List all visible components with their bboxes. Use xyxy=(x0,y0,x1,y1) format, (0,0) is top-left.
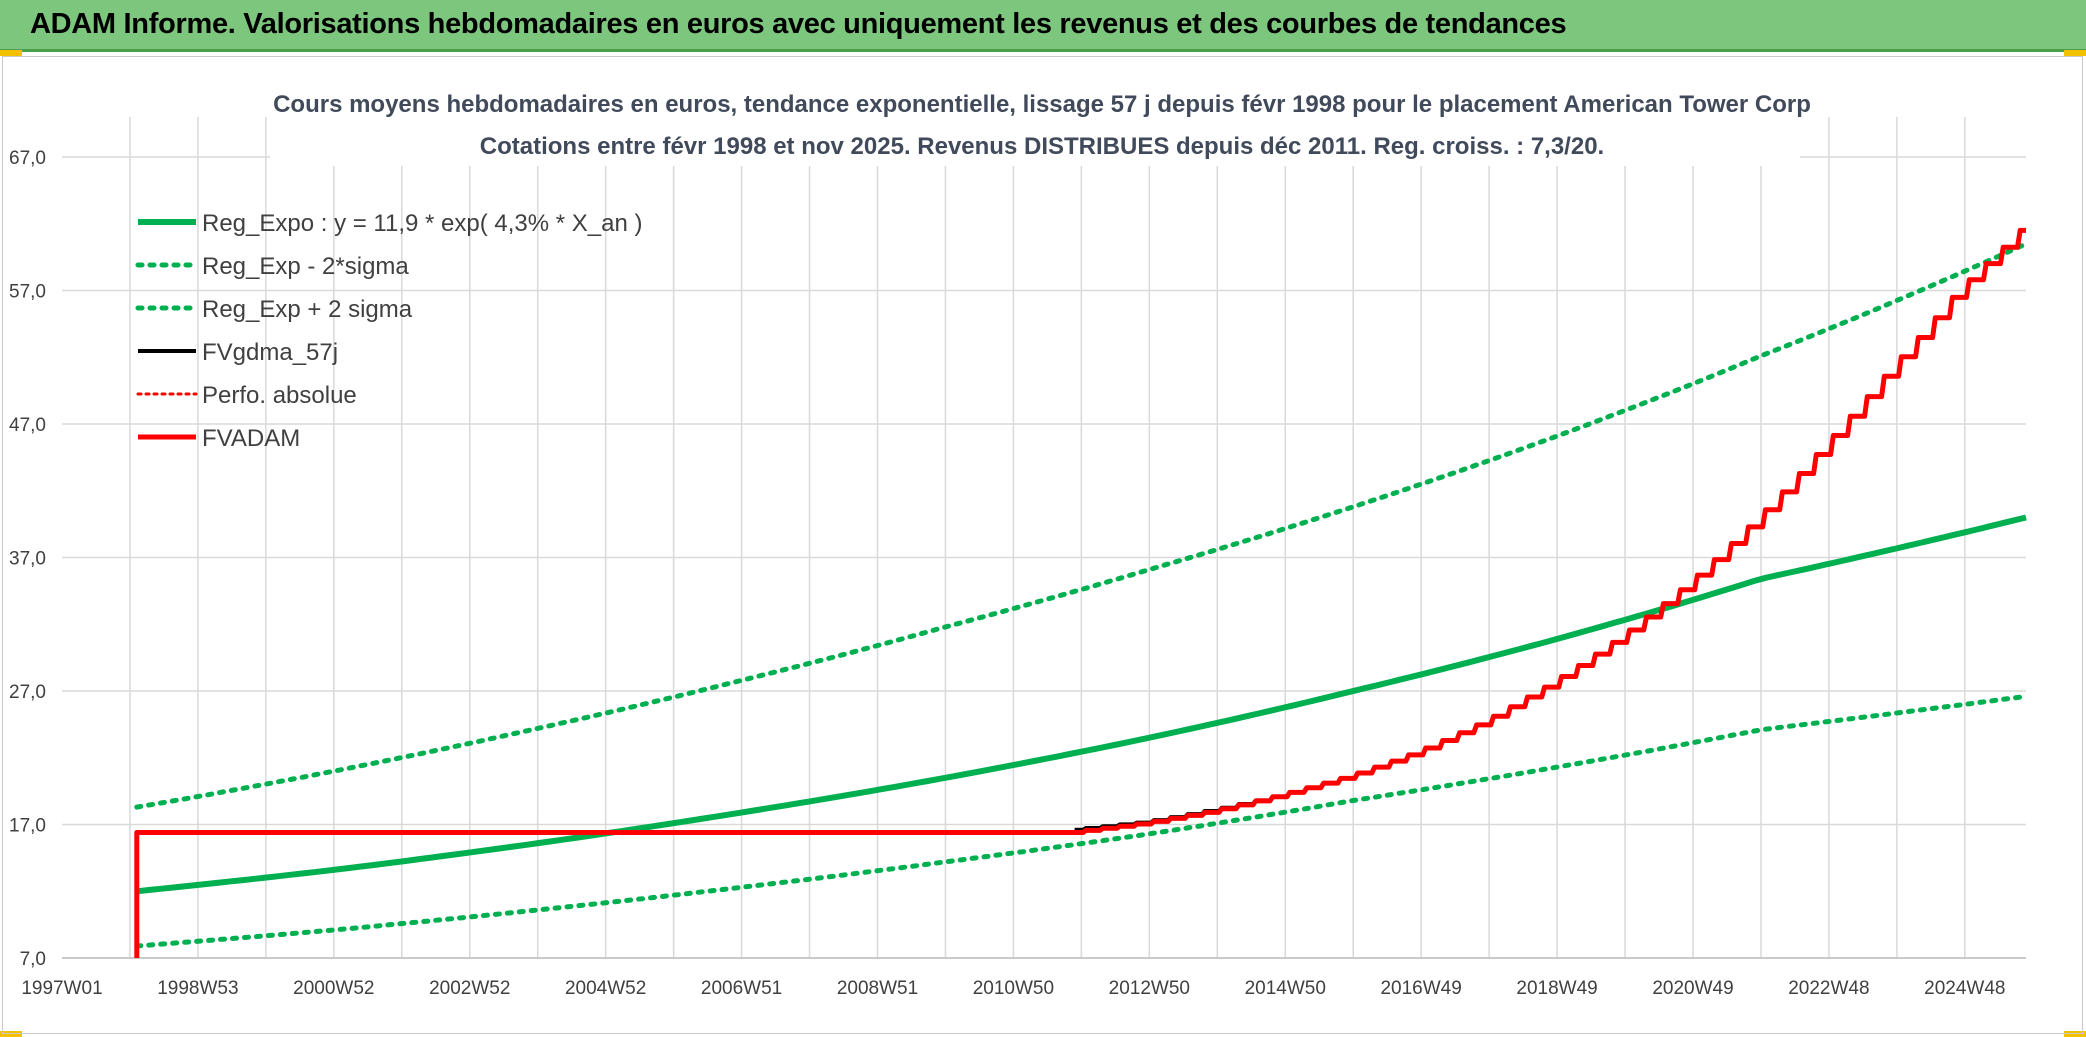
x-tick-label: 2024W48 xyxy=(1924,978,2005,999)
x-tick-label: 1997W01 xyxy=(21,978,102,999)
x-tick-label: 2006W51 xyxy=(701,978,782,999)
y-tick-label: 17,0 xyxy=(9,816,46,837)
x-tick-label: 2004W52 xyxy=(565,978,646,999)
x-tick-label: 2008W51 xyxy=(837,978,918,999)
legend-label: Reg_Expo : y = 11,9 * exp( 4,3% * X_an ) xyxy=(202,210,642,237)
series-line-5 xyxy=(134,227,2026,958)
title-background xyxy=(270,86,1800,166)
y-tick-label: 27,0 xyxy=(9,682,46,703)
x-tick-label: 2022W48 xyxy=(1788,978,1869,999)
corner-mark xyxy=(0,50,22,56)
x-tick-label: 2012W50 xyxy=(1109,978,1190,999)
legend-label: FVADAM xyxy=(202,425,300,452)
x-tick-label: 2010W50 xyxy=(973,978,1054,999)
x-tick-label: 2000W52 xyxy=(293,978,374,999)
grid-layer xyxy=(62,117,2026,959)
x-tick-label: 2002W52 xyxy=(429,978,510,999)
x-tick-label: 2014W50 xyxy=(1245,978,1326,999)
y-tick-label: 7,0 xyxy=(20,949,46,970)
legend-label: Reg_Exp + 2 sigma xyxy=(202,296,413,323)
legend-label: Reg_Exp - 2*sigma xyxy=(202,253,409,280)
y-tick-label: 57,0 xyxy=(9,282,46,303)
corner-mark xyxy=(2064,1031,2086,1037)
chart-title-line-2: Cotations entre févr 1998 et nov 2025. R… xyxy=(480,133,1604,160)
series-line-2 xyxy=(134,241,2029,810)
legend-label: Perfo. absolue xyxy=(202,382,357,409)
chart-frame xyxy=(2,56,2083,1034)
chart-title-line-1: Cours moyens hebdomadaires en euros, ten… xyxy=(273,91,1811,118)
x-tick-label: 2018W49 xyxy=(1516,978,1597,999)
x-tick-label: 2016W49 xyxy=(1380,978,1461,999)
corner-mark xyxy=(0,1031,22,1037)
x-tick-label: 1998W53 xyxy=(157,978,238,999)
report-title: ADAM Informe. Valorisations hebdomadaire… xyxy=(30,8,1567,40)
y-tick-label: 67,0 xyxy=(9,148,46,169)
chart-title: Cours moyens hebdomadaires en euros, ten… xyxy=(270,86,1811,166)
series-line-0 xyxy=(136,514,2027,895)
y-tick-label: 37,0 xyxy=(9,549,46,570)
corner-mark xyxy=(2064,50,2086,56)
legend: Reg_Expo : y = 11,9 * exp( 4,3% * X_an )… xyxy=(135,210,642,452)
axis-layer: 7,0 17,0 27,0 37,0 47,0 57,0 67,0 1997W01 1998W5… xyxy=(9,148,2026,999)
series-layer xyxy=(134,227,2029,958)
report-banner: ADAM Informe. Valorisations hebdomadaire… xyxy=(0,0,2086,52)
y-tick-label: 47,0 xyxy=(9,415,46,436)
x-tick-label: 2020W49 xyxy=(1652,978,1733,999)
series-line-1 xyxy=(134,693,2029,949)
legend-label: FVgdma_57j xyxy=(202,339,338,366)
